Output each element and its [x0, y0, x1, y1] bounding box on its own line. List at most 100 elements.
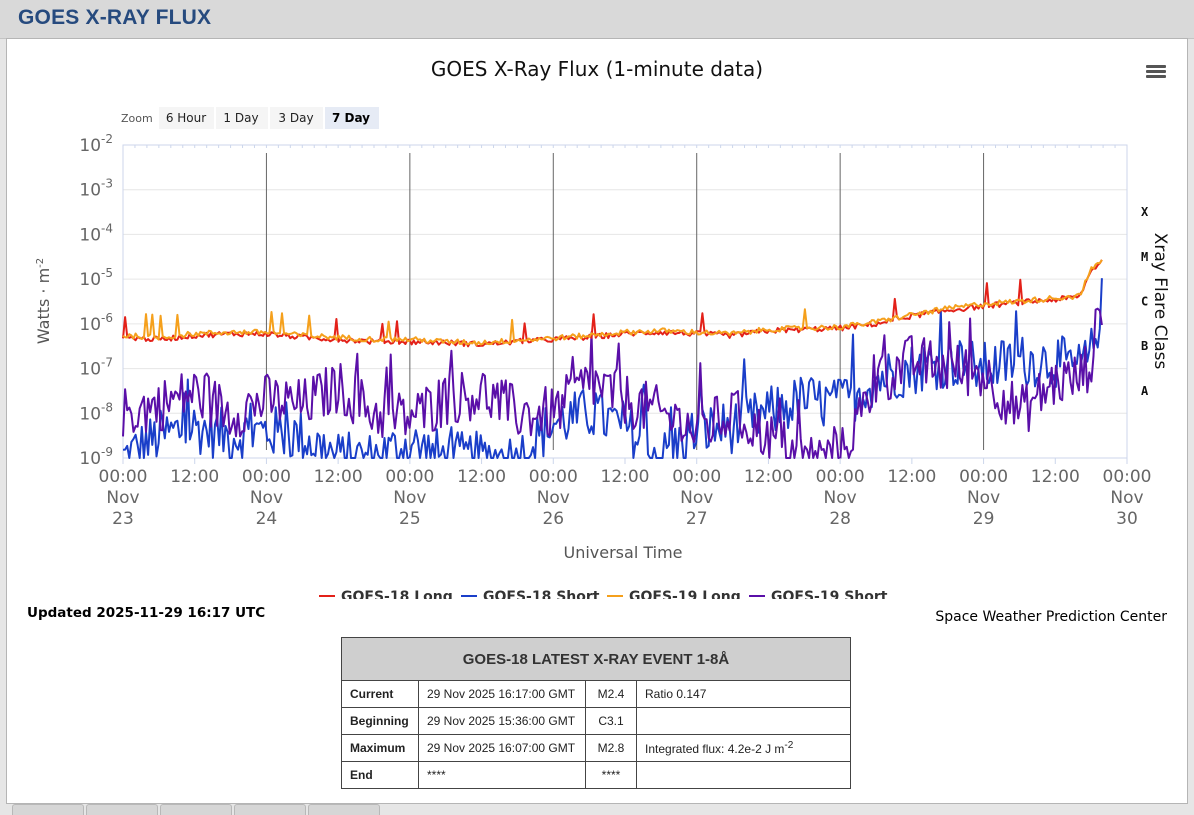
x-tick-month: Nov — [250, 488, 283, 508]
table-row: End **** **** — [341, 761, 851, 789]
x-tick-day: 23 — [112, 509, 134, 529]
flare-class-label: M — [1141, 250, 1148, 264]
x-tick-time: 00:00 — [959, 467, 1008, 487]
x-tick-time: 12:00 — [457, 467, 506, 487]
series-line — [122, 259, 1103, 348]
zoom-selector: Zoom 6 Hour 1 Day 3 Day 7 Day — [121, 107, 379, 129]
x-tick-time: 00:00 — [385, 467, 434, 487]
row-class: **** — [585, 761, 637, 789]
y-tick-label: 10-5 — [79, 266, 113, 290]
zoom-3d-button-bg[interactable] — [270, 107, 323, 129]
xray-flux-chart: GOES X-Ray Flux (1-minute data) Zoom 6 H… — [34, 57, 1170, 599]
legend-item[interactable]: GOES-19 Short — [771, 589, 888, 599]
zoom-1-day-button[interactable]: 1 Day — [223, 111, 258, 125]
x-tick-time: 12:00 — [744, 467, 793, 487]
table-row: Maximum 29 Nov 2025 16:07:00 GMT M2.8 In… — [341, 734, 851, 762]
row-time: **** — [418, 761, 586, 789]
y-tick-label: 10-3 — [79, 177, 113, 201]
x-tick-time: 12:00 — [314, 467, 363, 487]
legend-item[interactable]: GOES-19 Long — [629, 589, 741, 599]
x-tick-time: 00:00 — [672, 467, 721, 487]
credit-text: Space Weather Prediction Center — [935, 609, 1167, 625]
flare-class-label: C — [1141, 295, 1148, 309]
x-tick-time: 00:00 — [99, 467, 148, 487]
x-tick-month: Nov — [680, 488, 713, 508]
row-time: 29 Nov 2025 15:36:00 GMT — [418, 707, 586, 735]
row-label: Current — [341, 680, 419, 708]
row-class: M2.4 — [585, 680, 637, 708]
y-tick-label: 10-4 — [79, 221, 113, 245]
x-tick-month: Nov — [824, 488, 857, 508]
x-tick-time: 00:00 — [816, 467, 865, 487]
table-row: Beginning 29 Nov 2025 15:36:00 GMT C3.1 — [341, 707, 851, 735]
row-class: C3.1 — [585, 707, 637, 735]
x-tick-day: 26 — [542, 509, 564, 529]
x-tick-day: 28 — [829, 509, 851, 529]
legend-item[interactable]: GOES-18 Long — [341, 589, 453, 599]
x-tick-day: 24 — [256, 509, 278, 529]
x-tick-time: 12:00 — [1031, 467, 1080, 487]
chart-legend: GOES-18 Long GOES-18 Short GOES-19 Long GOE… — [319, 589, 888, 599]
flare-class-label: A — [1141, 384, 1149, 398]
row-class: M2.8 — [585, 734, 637, 762]
y-axis-label: Watts · m-2 — [34, 258, 53, 344]
series-line — [122, 307, 1103, 459]
zoom-6-hour-button[interactable]: 6 Hour — [166, 111, 206, 125]
bottom-tabs — [6, 802, 1186, 815]
page-title: GOES X-RAY FLUX — [18, 6, 212, 29]
row-label: Maximum — [341, 734, 419, 762]
xray-event-table: GOES-18 LATEST X-RAY EVENT 1-8Å Current … — [341, 637, 851, 789]
zoom-1d-button-bg[interactable] — [216, 107, 268, 129]
x-tick-time: 12:00 — [170, 467, 219, 487]
updated-timestamp: Updated 2025-11-29 16:17 UTC — [27, 605, 266, 621]
row-extra: Ratio 0.147 — [636, 680, 851, 708]
zoom-7-day-button[interactable]: 7 Day — [332, 111, 370, 125]
x-tick-month: Nov — [537, 488, 570, 508]
series-lines — [122, 259, 1103, 459]
hamburger-menu-icon[interactable] — [1146, 63, 1166, 83]
integrated-flux-text: Integrated flux: 4.2e-2 J m — [645, 742, 785, 756]
chart-title: GOES X-Ray Flux (1-minute data) — [431, 57, 763, 81]
x-tick-month: Nov — [967, 488, 1000, 508]
x-tick-time: 00:00 — [242, 467, 291, 487]
series-line — [122, 259, 1103, 346]
event-table-title: GOES-18 LATEST X-RAY EVENT 1-8Å — [341, 637, 851, 681]
x-tick-time: 00:00 — [1103, 467, 1152, 487]
y-axis-ticks: 10-2 10-3 10-4 10-5 10-6 10-7 10-8 10-9 — [79, 132, 113, 469]
flare-class-labels: X M C B A — [1141, 205, 1149, 398]
x-tick-day: 25 — [399, 509, 421, 529]
row-label: End — [341, 761, 419, 789]
x-tick-day: 27 — [686, 509, 708, 529]
table-row: Current 29 Nov 2025 16:17:00 GMT M2.4 Ra… — [341, 680, 851, 708]
zoom-label: Zoom — [121, 112, 153, 125]
integrated-flux-exponent: -2 — [784, 740, 794, 751]
row-extra — [636, 761, 851, 789]
zoom-3-day-button[interactable]: 3 Day — [278, 111, 313, 125]
legend-item[interactable]: GOES-18 Short — [483, 589, 600, 599]
row-label: Beginning — [341, 707, 419, 735]
x-tick-day: 29 — [973, 509, 995, 529]
x-tick-time: 12:00 — [601, 467, 650, 487]
x-tick-time: 12:00 — [887, 467, 936, 487]
y-tick-label: 10-8 — [79, 400, 113, 424]
y-tick-label: 10-9 — [79, 445, 113, 469]
flare-class-label: B — [1141, 339, 1148, 353]
x-tick-day: 30 — [1116, 509, 1138, 529]
page-header: GOES X-RAY FLUX — [0, 0, 1194, 39]
flare-class-label: X — [1141, 205, 1149, 219]
row-time: 29 Nov 2025 16:07:00 GMT — [418, 734, 586, 762]
zoom-6h-button-bg[interactable] — [159, 107, 214, 129]
x-tick-time: 00:00 — [529, 467, 578, 487]
y-tick-label: 10-7 — [79, 356, 113, 380]
x-tick-month: Nov — [1110, 488, 1143, 508]
row-extra — [636, 707, 851, 735]
row-extra: Integrated flux: 4.2e-2 J m-2 — [636, 734, 851, 762]
x-tick-month: Nov — [393, 488, 426, 508]
y-tick-label: 10-2 — [79, 132, 113, 156]
zoom-7d-button-bg[interactable] — [325, 107, 379, 129]
y2-axis-label: Xray Flare Class — [1150, 233, 1170, 370]
x-axis-label: Universal Time — [563, 543, 682, 562]
y-tick-label: 10-6 — [79, 311, 113, 335]
x-tick-month: Nov — [106, 488, 139, 508]
